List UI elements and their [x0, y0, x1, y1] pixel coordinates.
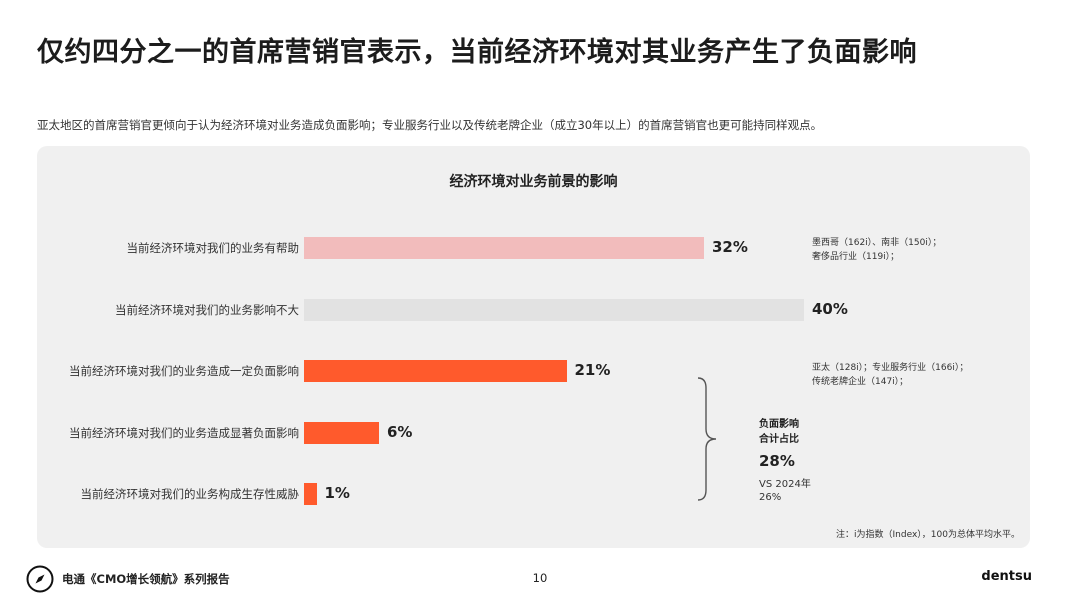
note-negative-line: 传统老牌企业（147i）；	[812, 377, 909, 387]
brand-logo-text: dentsu	[981, 569, 1032, 584]
negative-total-compare-line: VS 2024年	[759, 479, 811, 490]
negative-total-compare-line: 26%	[759, 492, 782, 503]
value-label: 1%	[324, 484, 350, 502]
value-label: 6%	[387, 422, 413, 441]
bar	[304, 421, 379, 444]
footnote: 注：i为指数（Index），100为总体平均水平。	[836, 530, 1020, 540]
category-label: 当前经济环境对我们的业务影响不大	[115, 302, 299, 317]
compass-logo-icon	[26, 565, 54, 593]
negative-total-label-line: 负面影响	[759, 419, 799, 430]
bar	[304, 483, 317, 505]
category-label: 当前经济环境对我们的业务有帮助	[126, 241, 300, 255]
negative-total-label: 负面影响 合计占比	[759, 417, 799, 447]
negative-group-bracket	[697, 377, 717, 501]
negative-total-compare: VS 2024年 26%	[759, 478, 811, 504]
negative-total-value: 28%	[759, 452, 795, 470]
category-label: 当前经济环境对我们的业务造成显著负面影响	[69, 425, 299, 440]
note-negative-line: 亚太（128i）；专业服务行业（166i）；	[812, 363, 969, 373]
negative-total-label-line: 合计占比	[759, 434, 799, 445]
note-positive-line: 奢侈品行业（119i）；	[812, 252, 900, 262]
note-negative: 亚太（128i）；专业服务行业（166i）； 传统老牌企业（147i）；	[812, 361, 968, 389]
page-subtitle: 亚太地区的首席营销官更倾向于认为经济环境对业务造成负面影响；专业服务行业以及传统…	[37, 118, 823, 132]
page-number: 10	[532, 571, 548, 585]
value-label: 40%	[812, 299, 848, 318]
bar	[304, 298, 804, 321]
footer-report-name: 电通《CMO增长领航》系列报告	[62, 572, 230, 586]
category-label: 当前经济环境对我们的业务构成生存性威胁	[80, 487, 300, 501]
value-label: 32%	[712, 238, 748, 256]
note-positive-line: 墨西哥（162i）、南非（150i）；	[812, 238, 942, 248]
bar	[304, 237, 704, 259]
page-title: 仅约四分之一的首席营销官表示，当前经济环境对其业务产生了负面影响	[37, 37, 917, 68]
note-positive: 墨西哥（162i）、南非（150i）； 奢侈品行业（119i）；	[812, 236, 941, 264]
chart-panel: 经济环境对业务前景的影响 当前经济环境对我们的业务有帮助 32% 当前经济环境对我们…	[37, 146, 1030, 548]
category-label: 当前经济环境对我们的业务造成一定负面影响	[69, 364, 299, 378]
bar	[304, 360, 567, 382]
value-label: 21%	[574, 361, 611, 379]
chart-title: 经济环境对业务前景的影响	[449, 174, 618, 190]
